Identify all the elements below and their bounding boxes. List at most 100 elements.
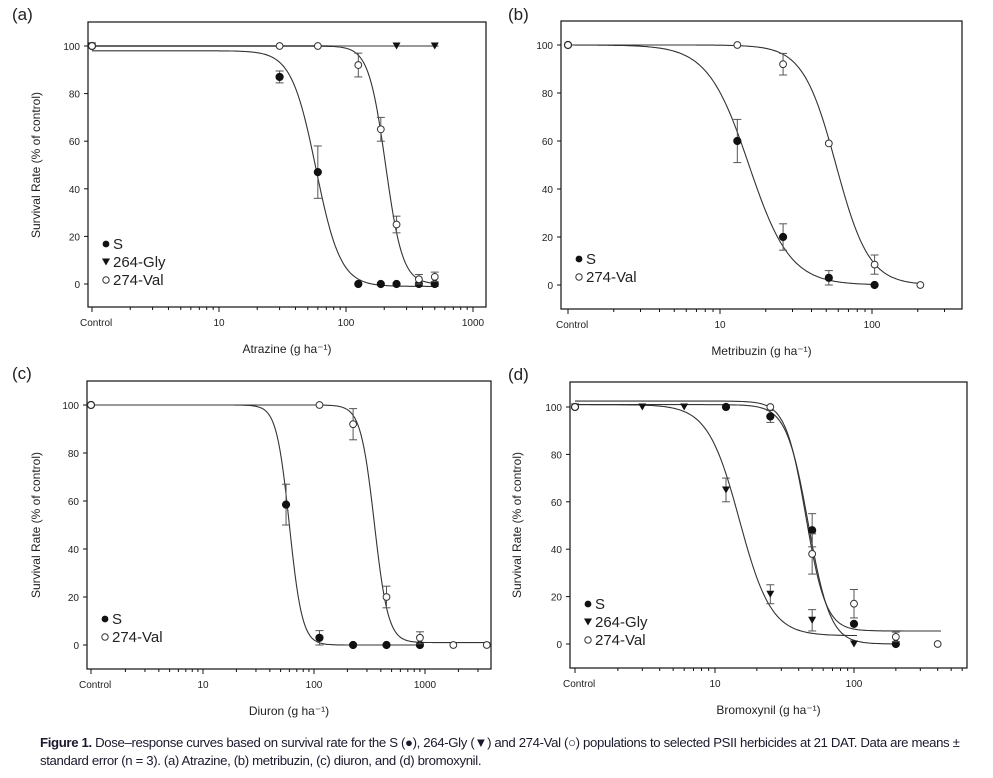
- legend-marker-274-val: [575, 273, 583, 281]
- legend-label-264-gly: 264-Gly: [113, 254, 166, 271]
- y-tick-label: 20: [551, 593, 563, 604]
- data-point-s: [778, 232, 788, 242]
- x-tick-label: 100: [306, 680, 323, 691]
- x-tick-label: 1000: [462, 318, 485, 329]
- figure-caption: Figure 1. Dose–response curves based on …: [40, 734, 985, 770]
- data-point-s: [376, 279, 385, 289]
- y-tick-label: 0: [73, 641, 79, 652]
- panel-label: (c): [12, 364, 32, 383]
- legend-marker-274-val: [102, 276, 110, 284]
- plot-frame: [87, 21, 487, 308]
- legend-label-264-gly: 264-Gly: [595, 614, 648, 631]
- legend-marker-274-val: [101, 633, 109, 641]
- data-point-274-val: [564, 41, 572, 49]
- legend-marker-s: [102, 240, 110, 248]
- y-tick-label: 40: [551, 545, 563, 556]
- y-tick-label: 60: [68, 497, 80, 508]
- data-point-274-val: [382, 593, 391, 601]
- x-axis-label: Metribuzin (g ha⁻¹): [711, 344, 811, 358]
- data-point-274-val: [571, 403, 579, 411]
- fit-curve-274-val: [91, 404, 490, 644]
- x-tick-label: 100: [864, 320, 881, 331]
- plot-frame: [569, 381, 968, 669]
- legend-label-274-val: 274-Val: [112, 629, 163, 646]
- data-point-s: [281, 500, 291, 509]
- data-point-s: [382, 640, 391, 650]
- x-tick-label-control: Control: [556, 320, 588, 331]
- y-tick-label: 40: [542, 185, 554, 196]
- y-tick-label: 80: [68, 449, 80, 460]
- fit-curve-274-val: [92, 45, 439, 285]
- x-tick-label: 10: [197, 680, 209, 691]
- data-point-274-val: [449, 641, 458, 649]
- x-tick-label-control: Control: [80, 318, 112, 329]
- x-tick-label-control: Control: [79, 680, 111, 691]
- x-tick-label: 1000: [414, 680, 437, 691]
- fit-curve-264-gly: [575, 404, 858, 637]
- data-point-274-val: [824, 139, 833, 148]
- data-point-274-val: [392, 220, 401, 229]
- y-tick-label: 80: [542, 89, 554, 100]
- data-point-274-val: [275, 42, 284, 50]
- panel-bromoxynil: (d) 0 20 40 60 80 100 Control 10 100 Bromoxynil (g…: [508, 365, 968, 717]
- data-point-274-val: [850, 599, 858, 608]
- legend-marker-s: [584, 600, 592, 608]
- x-axis-label: Atrazine (g ha⁻¹): [242, 342, 331, 356]
- fit-curve-s: [575, 404, 899, 645]
- y-tick-label: 20: [542, 233, 554, 244]
- data-point-s: [315, 633, 324, 642]
- data-point-274-val: [315, 401, 324, 409]
- data-point-274-val: [808, 550, 817, 558]
- data-point-274-val: [779, 60, 787, 69]
- legend-marker-264-gly: [584, 618, 592, 626]
- data-point-264-gly: [680, 403, 689, 411]
- panel-metribuzin: (b) 0 20 40 60 80 100 Control 10 100 Metribuzin (g…: [508, 5, 963, 358]
- plot-frame: [560, 20, 963, 310]
- data-point-274-val: [87, 401, 95, 409]
- legend-label-274-val: 274-Val: [595, 632, 646, 649]
- x-axis-label: Bromoxynil (g ha⁻¹): [716, 703, 820, 717]
- data-point-264-gly: [766, 590, 775, 598]
- data-point-s: [824, 273, 833, 282]
- data-point-274-val: [416, 633, 424, 642]
- data-point-s: [392, 279, 401, 289]
- y-tick-label: 80: [551, 450, 563, 461]
- legend-marker-264-gly: [102, 258, 110, 266]
- legend-marker-274-val: [584, 636, 592, 644]
- legend-label-s: S: [112, 611, 122, 628]
- panel-atrazine: (a) 0 20 40 60 80 100 Control 10 100 1000 Atrazine …: [12, 5, 487, 356]
- fit-curve-274-val: [568, 44, 924, 285]
- data-point-264-gly: [638, 403, 647, 411]
- caption-label: Figure 1.: [40, 735, 92, 750]
- y-tick-label: 20: [69, 232, 81, 243]
- data-point-274-val: [891, 632, 900, 641]
- y-tick-label: 60: [69, 137, 81, 148]
- data-point-s: [354, 279, 363, 289]
- data-point-274-val: [349, 420, 357, 429]
- data-point-264-gly: [850, 640, 858, 648]
- data-point-s: [849, 619, 859, 628]
- legend-marker-s: [101, 615, 109, 623]
- data-point-264-gly: [722, 486, 731, 494]
- data-point-274-val: [88, 42, 96, 50]
- y-tick-label: 20: [68, 593, 80, 604]
- y-axis-label: Survival Rate (% of control): [29, 92, 43, 238]
- fit-curve-s: [91, 404, 423, 646]
- y-tick-label: 40: [69, 185, 81, 196]
- panel-label: (d): [508, 365, 529, 384]
- y-tick-label: 100: [545, 403, 562, 414]
- data-point-274-val: [482, 641, 491, 649]
- data-point-s: [275, 72, 284, 82]
- y-tick-label: 40: [68, 545, 80, 556]
- data-point-274-val: [313, 42, 322, 50]
- y-axis-label: Survival Rate (% of control): [29, 452, 43, 598]
- fit-curve-274-val: [575, 400, 941, 632]
- x-axis-label: Diuron (g ha⁻¹): [249, 704, 329, 718]
- data-point-274-val: [933, 640, 942, 648]
- data-point-s: [733, 136, 742, 146]
- data-point-274-val: [766, 403, 775, 411]
- x-tick-label: 10: [213, 318, 225, 329]
- legend-label-274-val: 274-Val: [586, 269, 637, 286]
- data-point-s: [313, 168, 322, 177]
